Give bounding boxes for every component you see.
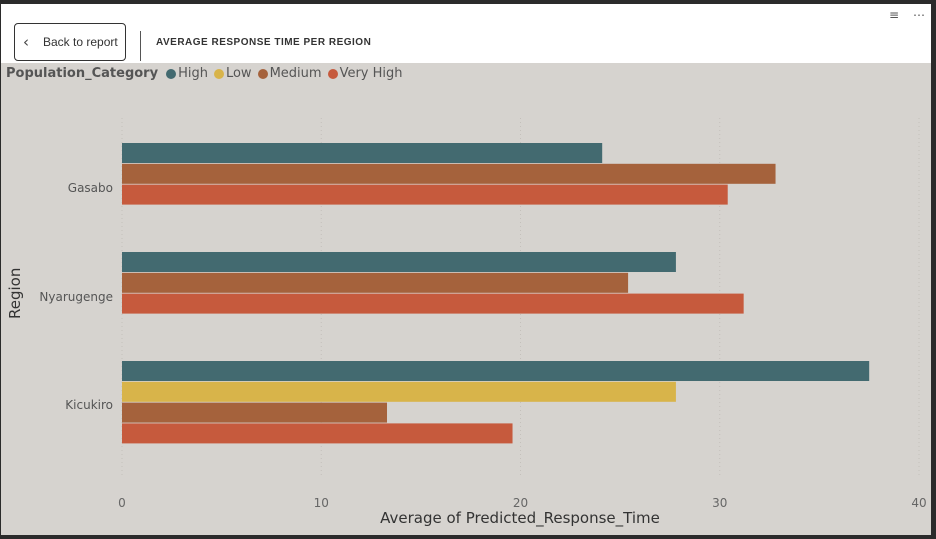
x-tick-label: 0 xyxy=(118,496,126,510)
legend-dot-low xyxy=(213,68,224,79)
visual-header: ≡ ⋯ ‹ Back to report AVERAGE RESPONSE TI… xyxy=(1,4,931,63)
legend-label-low: Low xyxy=(225,66,252,81)
more-options-icon[interactable]: ⋯ xyxy=(913,8,925,22)
legend-title: Population_Category xyxy=(6,66,159,81)
legend-item-low[interactable]: Low xyxy=(213,66,252,81)
bar-low-kicukiro xyxy=(122,381,676,402)
bar-very-high-kicukiro xyxy=(122,423,513,444)
bar-very-high-gasabo xyxy=(122,184,728,205)
bar-high-gasabo xyxy=(122,143,603,163)
legend-item-very-high[interactable]: Very High xyxy=(327,66,403,81)
header-divider xyxy=(140,31,141,61)
x-tick-label: 10 xyxy=(314,496,329,510)
header-icons: ≡ ⋯ xyxy=(889,8,925,22)
x-axis-label: Average of Predicted_Response_Time xyxy=(380,509,660,527)
legend-dot-very-high xyxy=(327,68,338,79)
bar-high-nyarugenge xyxy=(122,252,676,272)
legend-item-medium[interactable]: Medium xyxy=(257,66,322,81)
filter-icon[interactable]: ≡ xyxy=(888,8,899,22)
bar-high-kicukiro xyxy=(122,361,870,381)
bar-very-high-nyarugenge xyxy=(122,293,744,314)
y-category-label: Nyarugenge xyxy=(39,290,113,304)
legend: Population_Category High Low Medium Very… xyxy=(6,66,409,81)
x-tick-label: 30 xyxy=(712,496,727,510)
legend-label-medium: Medium xyxy=(269,66,322,81)
y-category-label: Kicukiro xyxy=(65,398,113,412)
x-tick-label: 20 xyxy=(513,496,528,510)
back-to-report-label: Back to report xyxy=(43,35,118,49)
legend-dot-medium xyxy=(257,68,268,79)
legend-label-high: High xyxy=(178,66,208,81)
x-tick-label: 40 xyxy=(911,496,926,510)
legend-item-high[interactable]: High xyxy=(166,66,208,81)
legend-dot-high xyxy=(166,68,177,79)
legend-label-very-high: Very High xyxy=(339,66,403,81)
back-to-report-button[interactable]: ‹ Back to report xyxy=(14,23,126,61)
y-category-label: Gasabo xyxy=(68,181,113,195)
bar-medium-gasabo xyxy=(122,163,776,184)
bar-medium-nyarugenge xyxy=(122,272,629,293)
chevron-left-icon: ‹ xyxy=(23,33,29,51)
bar-medium-kicukiro xyxy=(122,402,388,423)
chart-title: AVERAGE RESPONSE TIME PER REGION xyxy=(156,37,372,48)
